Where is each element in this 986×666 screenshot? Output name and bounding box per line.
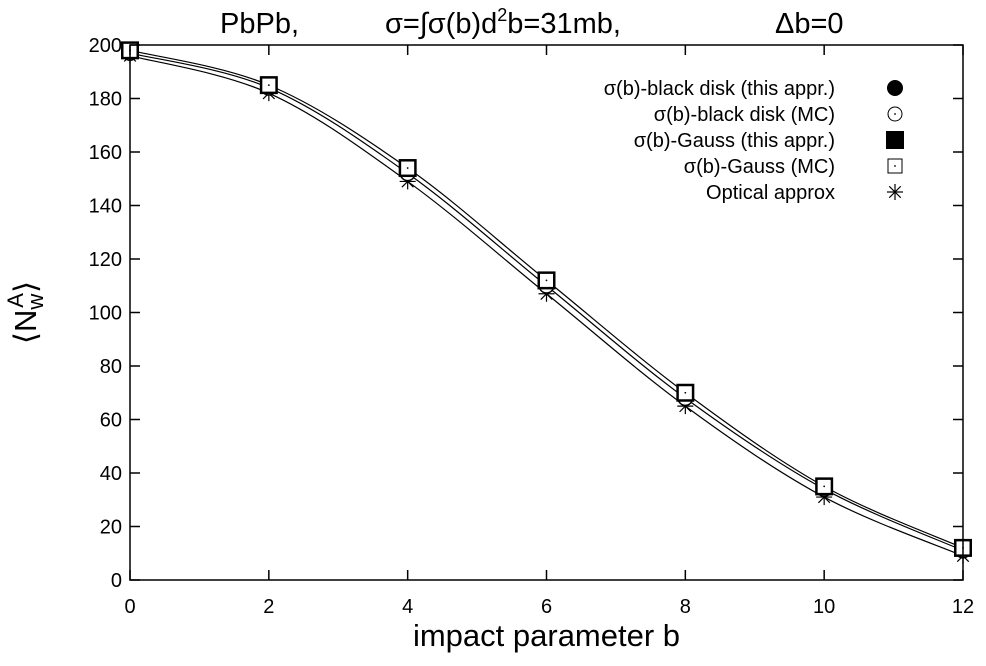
x-tick-label: 12 <box>952 596 974 618</box>
y-tick-label: 120 <box>89 249 122 271</box>
x-tick-label: 2 <box>263 596 274 618</box>
legend-label-3: σ(b)-Gauss (MC) <box>684 156 835 178</box>
curves <box>129 49 964 557</box>
data-points <box>121 41 972 564</box>
x-tick-label: 8 <box>680 596 691 618</box>
title-part-1: σ=∫σ(b)d2b=31mb, <box>385 5 621 40</box>
point-series-3 <box>677 385 693 401</box>
y-tick-label: 160 <box>89 142 122 164</box>
legend: σ(b)-black disk (this appr.) σ(b)-black d… <box>604 78 904 204</box>
legend-label-4: Optical approx <box>706 182 835 204</box>
y-tick-label: 140 <box>89 196 122 218</box>
legend-marker-2 <box>886 131 904 149</box>
curve-1 <box>129 52 964 552</box>
x-tick-label: 0 <box>124 596 135 618</box>
point-series-3 <box>539 272 554 288</box>
y-tick-label: 60 <box>100 410 122 432</box>
legend-marker-3 <box>887 158 903 174</box>
y-tick-label: 180 <box>89 89 122 111</box>
point-series-3 <box>816 478 832 494</box>
chart-title: PbPb, σ=∫σ(b)d2b=31mb, Δb=0 <box>220 5 844 40</box>
plot-frame <box>129 44 964 581</box>
legend-marker-0 <box>887 80 903 96</box>
point-series-3 <box>400 160 416 176</box>
legend-marker-4 <box>887 184 903 200</box>
y-axis-label: ⟨NwA⟩ <box>3 281 48 344</box>
x-axis-label: impact parameter b <box>413 618 680 653</box>
curve-2 <box>129 55 964 557</box>
title-part-2: Δb=0 <box>775 8 844 40</box>
y-tick-label: 200 <box>89 35 122 57</box>
x-tick-label: 6 <box>541 596 552 618</box>
x-tick-label: 10 <box>813 596 835 618</box>
legend-label-1: σ(b)-black disk (MC) <box>654 104 835 126</box>
y-tick-label: 80 <box>100 356 122 378</box>
y-tick-label: 40 <box>100 463 122 485</box>
x-tick-label: 4 <box>402 596 413 618</box>
legend-label-0: σ(b)-black disk (this appr.) <box>604 78 835 100</box>
y-tick-label: 0 <box>111 570 122 592</box>
legend-label-2: σ(b)-Gauss (this appr.) <box>634 130 835 152</box>
title-part-0: PbPb, <box>220 8 299 40</box>
y-tick-label: 100 <box>89 303 122 325</box>
y-tick-label: 20 <box>100 517 122 539</box>
point-series-3 <box>261 77 277 93</box>
legend-marker-1 <box>887 106 903 122</box>
